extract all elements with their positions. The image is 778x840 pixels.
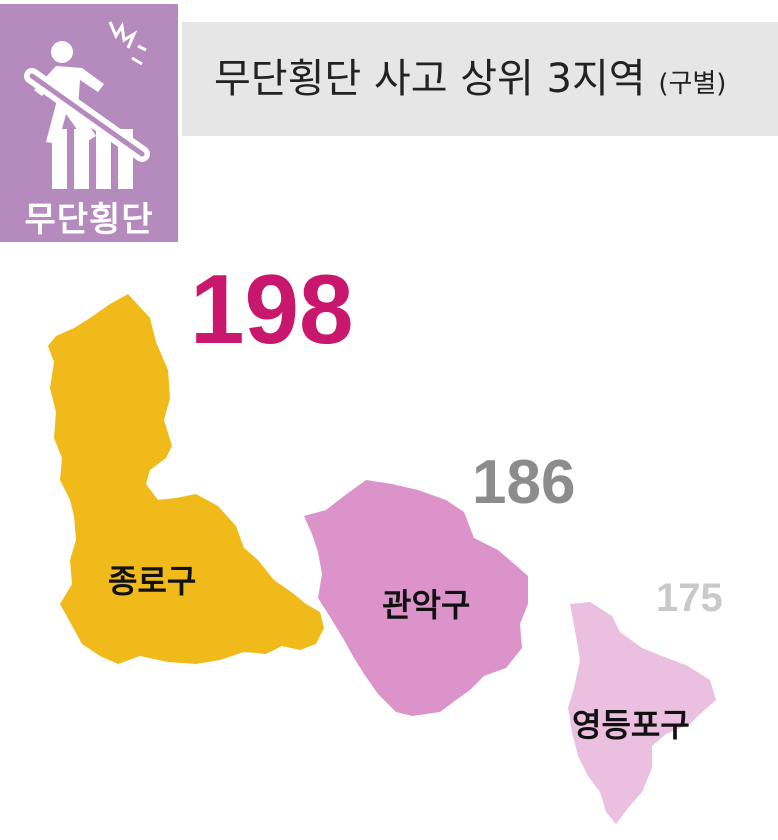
value-rank-3: 175 — [656, 576, 723, 620]
no-jaywalking-icon — [24, 21, 150, 189]
district-label-jongno: 종로구 — [108, 562, 197, 600]
district-shape-yeongdeungpo — [568, 602, 716, 824]
district-label-yeongdeungpo: 영등포구 — [572, 706, 690, 744]
value-rank-1: 198 — [190, 254, 354, 364]
district-shape-gwanak — [304, 480, 528, 716]
title-main: 무단횡단 사고 상위 3지역 — [214, 56, 646, 102]
icon-label: 무단횡단 — [24, 200, 154, 240]
jaywalking-icon-tile: 무단횡단 — [0, 4, 178, 242]
title-suffix: (구별) — [658, 69, 727, 99]
page-title: 무단횡단 사고 상위 3지역 (구별) — [214, 22, 726, 136]
title-bar: 무단횡단 사고 상위 3지역 (구별) — [182, 22, 778, 136]
district-label-gwanak: 관악구 — [382, 586, 471, 624]
value-rank-2: 186 — [472, 448, 576, 517]
district-shape-jongno — [48, 294, 324, 664]
